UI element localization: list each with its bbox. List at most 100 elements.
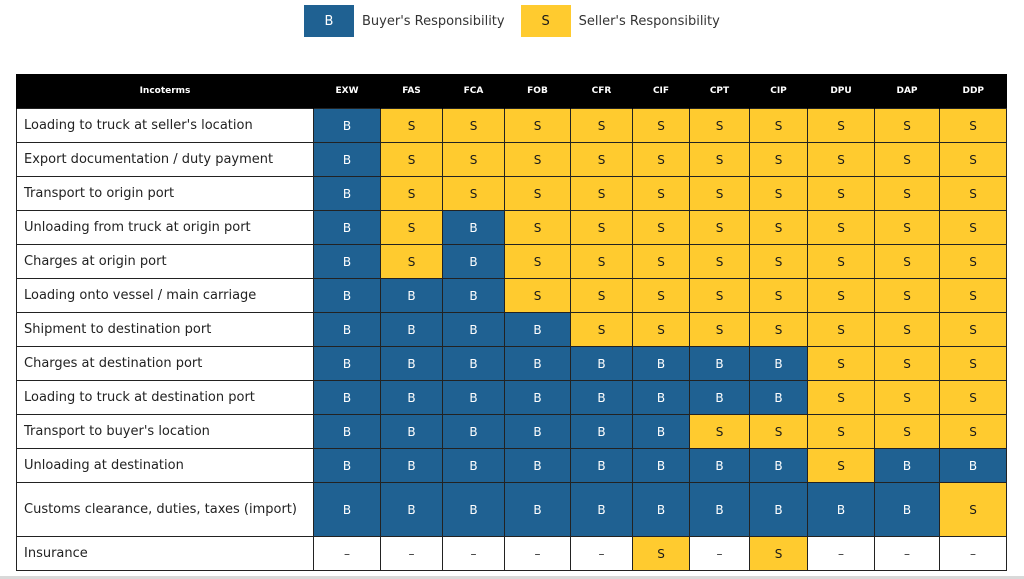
- cell-ddp: S: [939, 414, 1007, 449]
- cell-exw: B: [313, 312, 381, 347]
- row-label: Charges at origin port: [16, 244, 314, 279]
- cell-ddp: S: [939, 482, 1007, 537]
- cell-cpt: B: [689, 346, 750, 381]
- cell-cip: S: [749, 312, 808, 347]
- cell-cip: S: [749, 210, 808, 245]
- cell-cif: S: [632, 244, 690, 279]
- cell-fca: –: [442, 536, 505, 571]
- cell-cfr: S: [570, 244, 633, 279]
- cell-fca: B: [442, 414, 505, 449]
- cell-cpt: S: [689, 142, 750, 177]
- cell-cfr: B: [570, 448, 633, 483]
- cell-fob: S: [504, 108, 571, 143]
- cell-dap: S: [874, 414, 940, 449]
- cell-fob: –: [504, 536, 571, 571]
- header-incoterms: Incoterms: [16, 74, 314, 109]
- cell-dpu: –: [807, 536, 875, 571]
- cell-cfr: S: [570, 142, 633, 177]
- cell-cip: B: [749, 482, 808, 537]
- cell-fob: S: [504, 142, 571, 177]
- cell-cip: B: [749, 380, 808, 415]
- cell-exw: B: [313, 142, 381, 177]
- cell-exw: –: [313, 536, 381, 571]
- cell-ddp: S: [939, 380, 1007, 415]
- cell-cif: S: [632, 142, 690, 177]
- cell-cif: B: [632, 448, 690, 483]
- row-label: Loading to truck at destination port: [16, 380, 314, 415]
- cell-cpt: B: [689, 482, 750, 537]
- incoterms-table-wrapper: Incoterms EXW FAS FCA FOB CFR CIF CPT CIP DPU DAP…: [16, 74, 1007, 571]
- header-ddp: DDP: [939, 74, 1007, 109]
- cell-ddp: S: [939, 278, 1007, 313]
- cell-fob: B: [504, 414, 571, 449]
- cell-fob: B: [504, 380, 571, 415]
- table-row: Unloading at destination B B B B B B B B S B B: [16, 448, 1007, 483]
- cell-fca: S: [442, 142, 505, 177]
- cell-cfr: S: [570, 176, 633, 211]
- cell-fca: B: [442, 448, 505, 483]
- cell-cfr: –: [570, 536, 633, 571]
- cell-fas: B: [380, 312, 443, 347]
- row-label: Loading to truck at seller's location: [16, 108, 314, 143]
- cell-fas: S: [380, 244, 443, 279]
- cell-ddp: S: [939, 346, 1007, 381]
- table-body: Loading to truck at seller's location B S S…: [16, 108, 1007, 571]
- cell-dap: S: [874, 312, 940, 347]
- table-row: Shipment to destination port B B B B S S S S S S S: [16, 312, 1007, 347]
- row-label: Shipment to destination port: [16, 312, 314, 347]
- cell-dpu: S: [807, 142, 875, 177]
- cell-dpu: S: [807, 448, 875, 483]
- cell-cip: B: [749, 448, 808, 483]
- cell-cfr: B: [570, 346, 633, 381]
- incoterms-table: Incoterms EXW FAS FCA FOB CFR CIF CPT CIP DPU DAP…: [16, 74, 1007, 571]
- cell-cpt: S: [689, 244, 750, 279]
- cell-fob: B: [504, 312, 571, 347]
- cell-dpu: S: [807, 210, 875, 245]
- table-row: Charges at origin port B S B S S S S S S S S: [16, 244, 1007, 279]
- cell-fob: S: [504, 278, 571, 313]
- header-cif: CIF: [632, 74, 690, 109]
- cell-dap: S: [874, 278, 940, 313]
- table-row: Transport to origin port B S S S S S S S S S S: [16, 176, 1007, 211]
- table-row: Unloading from truck at origin port B S B S S…: [16, 210, 1007, 245]
- cell-dap: B: [874, 482, 940, 537]
- cell-fas: B: [380, 380, 443, 415]
- header-cfr: CFR: [570, 74, 633, 109]
- cell-fas: S: [380, 210, 443, 245]
- cell-cfr: S: [570, 108, 633, 143]
- cell-cpt: S: [689, 414, 750, 449]
- legend-seller-label: Seller's Responsibility: [578, 13, 720, 29]
- cell-fas: –: [380, 536, 443, 571]
- table-row: Loading to truck at seller's location B S S…: [16, 108, 1007, 143]
- cell-cip: S: [749, 536, 808, 571]
- header-cip: CIP: [749, 74, 808, 109]
- cell-fas: S: [380, 142, 443, 177]
- cell-dpu: S: [807, 414, 875, 449]
- cell-cif: S: [632, 210, 690, 245]
- cell-dap: S: [874, 380, 940, 415]
- cell-dap: B: [874, 448, 940, 483]
- cell-dap: S: [874, 346, 940, 381]
- cell-ddp: S: [939, 312, 1007, 347]
- cell-fca: S: [442, 108, 505, 143]
- cell-cip: S: [749, 142, 808, 177]
- cell-cpt: S: [689, 278, 750, 313]
- cell-cip: B: [749, 346, 808, 381]
- cell-dpu: S: [807, 380, 875, 415]
- cell-dpu: S: [807, 278, 875, 313]
- table-row: Loading onto vessel / main carriage B B B S S…: [16, 278, 1007, 313]
- table-row: Loading to truck at destination port B B B B…: [16, 380, 1007, 415]
- row-label: Charges at destination port: [16, 346, 314, 381]
- cell-dpu: B: [807, 482, 875, 537]
- cell-cpt: B: [689, 448, 750, 483]
- legend-buyer-label: Buyer's Responsibility: [362, 13, 505, 29]
- header-fob: FOB: [504, 74, 571, 109]
- cell-cip: S: [749, 108, 808, 143]
- cell-fob: B: [504, 346, 571, 381]
- cell-cpt: –: [689, 536, 750, 571]
- cell-exw: B: [313, 482, 381, 537]
- cell-cif: S: [632, 312, 690, 347]
- cell-cfr: S: [570, 210, 633, 245]
- cell-cip: S: [749, 176, 808, 211]
- cell-cif: B: [632, 380, 690, 415]
